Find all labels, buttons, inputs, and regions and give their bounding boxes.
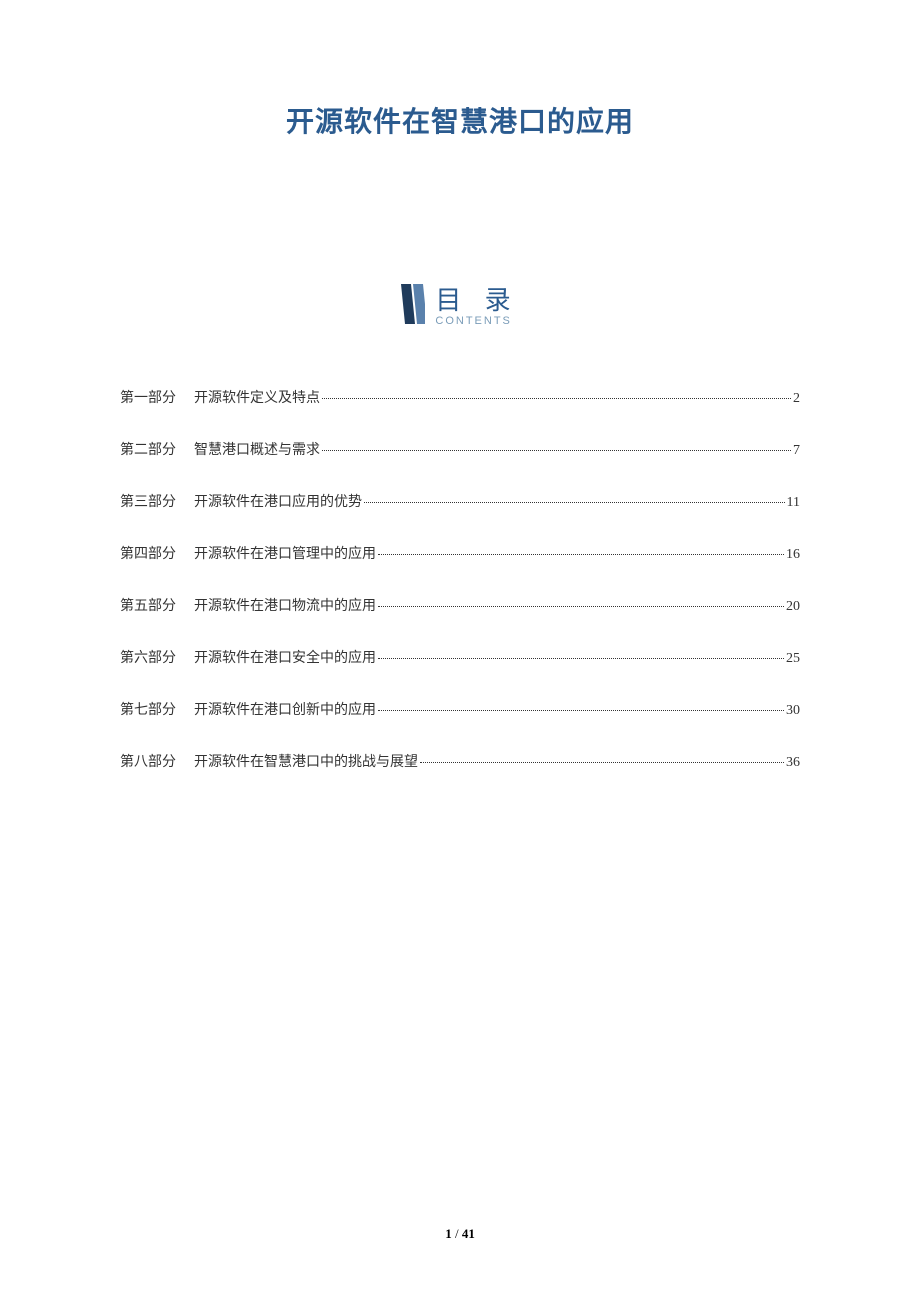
toc-part: 第三部分: [120, 491, 176, 511]
toc-title-en: CONTENTS: [435, 315, 512, 327]
toc-page: 7: [793, 443, 800, 459]
toc-label: 开源软件定义及特点: [194, 387, 320, 407]
toc-entry: 第二部分 智慧港口概述与需求 7: [120, 439, 800, 459]
toc-dots: [378, 710, 784, 711]
toc-dots: [378, 554, 784, 555]
document-title: 开源软件在智慧港口的应用: [110, 100, 810, 140]
toc-page: 36: [786, 755, 800, 771]
toc-label: 开源软件在港口创新中的应用: [194, 699, 376, 719]
toc-list: 第一部分 开源软件定义及特点 2 第二部分 智慧港口概述与需求 7 第三部分 开…: [110, 387, 810, 771]
toc-entry: 第三部分 开源软件在港口应用的优势 11: [120, 491, 800, 511]
toc-dots: [420, 762, 784, 763]
toc-label: 开源软件在智慧港口中的挑战与展望: [194, 751, 418, 771]
toc-label: 开源软件在港口管理中的应用: [194, 543, 376, 563]
toc-dots: [322, 398, 791, 399]
toc-entry: 第五部分 开源软件在港口物流中的应用 20: [120, 595, 800, 615]
page-footer: 1 / 41: [0, 1226, 920, 1242]
toc-header: 目 录 CONTENTS: [110, 280, 810, 327]
toc-page: 11: [787, 495, 800, 511]
toc-entry: 第六部分 开源软件在港口安全中的应用 25: [120, 647, 800, 667]
toc-part: 第八部分: [120, 751, 176, 771]
toc-title-wrap: 目 录 CONTENTS: [435, 280, 518, 327]
toc-part: 第六部分: [120, 647, 176, 667]
toc-part: 第五部分: [120, 595, 176, 615]
toc-part: 第二部分: [120, 439, 176, 459]
toc-dots: [378, 658, 784, 659]
toc-label: 开源软件在港口物流中的应用: [194, 595, 376, 615]
toc-entry: 第八部分 开源软件在智慧港口中的挑战与展望 36: [120, 751, 800, 771]
toc-page: 2: [793, 391, 800, 407]
toc-part: 第四部分: [120, 543, 176, 563]
toc-dots: [378, 606, 784, 607]
toc-icon: [401, 284, 425, 324]
toc-page: 16: [786, 547, 800, 563]
toc-label: 开源软件在港口安全中的应用: [194, 647, 376, 667]
toc-page: 20: [786, 599, 800, 615]
footer-total-pages: 41: [462, 1226, 475, 1241]
toc-entry: 第一部分 开源软件定义及特点 2: [120, 387, 800, 407]
toc-entry: 第四部分 开源软件在港口管理中的应用 16: [120, 543, 800, 563]
toc-dots: [364, 502, 785, 503]
toc-title-cn: 目 录: [435, 280, 518, 317]
document-page: 开源软件在智慧港口的应用 目 录 CONTENTS 第一部分 开源软件定义及特点…: [0, 0, 920, 1302]
toc-part: 第七部分: [120, 699, 176, 719]
toc-dots: [322, 450, 791, 451]
toc-label: 智慧港口概述与需求: [194, 439, 320, 459]
footer-separator: /: [452, 1226, 462, 1241]
toc-part: 第一部分: [120, 387, 176, 407]
toc-entry: 第七部分 开源软件在港口创新中的应用 30: [120, 699, 800, 719]
toc-page: 25: [786, 651, 800, 667]
toc-page: 30: [786, 703, 800, 719]
toc-label: 开源软件在港口应用的优势: [194, 491, 362, 511]
